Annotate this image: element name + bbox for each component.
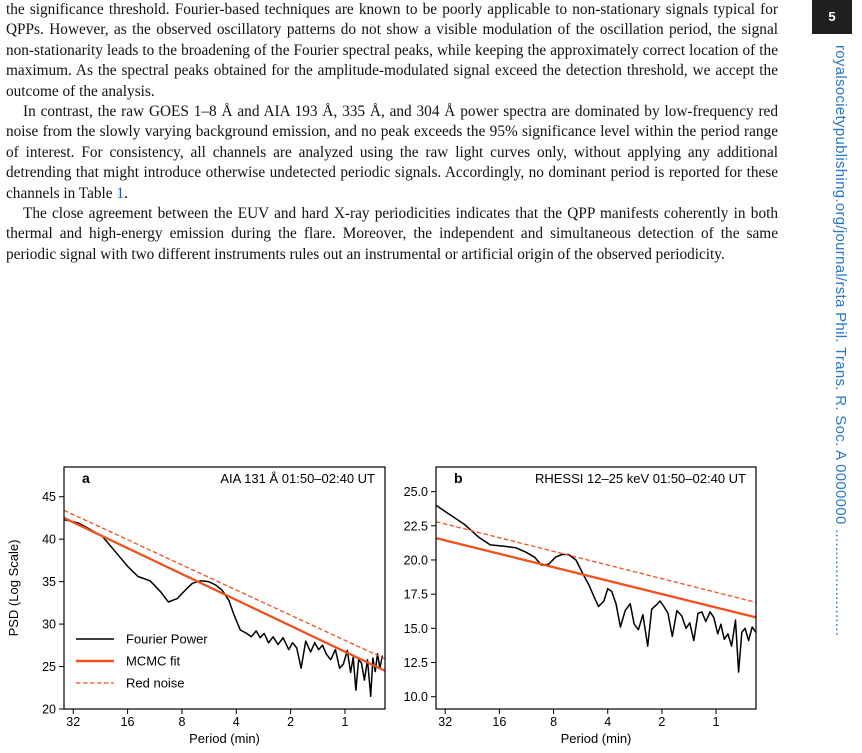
panel-a-x-tick-label-32: 32: [66, 715, 80, 729]
paragraph-2-text: In contrast, the raw GOES 1–8 Å and AIA …: [6, 103, 778, 202]
panel-a-x-tick-label-1: 1: [341, 715, 348, 729]
panel-b-series-mcmc-fit: [435, 536, 757, 619]
panel-a-series-mcmc-fit: [63, 516, 386, 672]
panel-b-x-tick-label-32: 32: [438, 715, 452, 729]
panel-b-x-axis-label: Period (min): [561, 731, 632, 746]
paragraph-1: the significance threshold. Fourier-base…: [6, 1, 778, 100]
panel-a-letter: a: [82, 470, 90, 486]
paragraph-2-end: .: [124, 184, 128, 202]
panel-b-x-tick-label-16: 16: [492, 715, 506, 729]
panel-b-x-tick-label-2: 2: [658, 715, 665, 729]
panel-b-y-tick-label-12.5: 12.5: [404, 656, 428, 670]
panel-b-x-tick-label-4: 4: [604, 715, 611, 729]
panel-a-y-tick-label-30: 30: [42, 618, 56, 632]
panel-b-y-tick-label-20: 20.0: [404, 553, 428, 567]
panel-a-y-tick-label-40: 40: [42, 533, 56, 547]
body-text: the significance threshold. Fourier-base…: [6, 0, 778, 265]
paragraph-2: In contrast, the raw GOES 1–8 Å and AIA …: [6, 102, 778, 204]
panel-a-x-tick-label-8: 8: [178, 715, 185, 729]
panel-b-x-tick-label-8: 8: [550, 715, 557, 729]
panel-a-title: AIA 131 Å 01:50–02:40 UT: [220, 471, 375, 486]
panel-a-x-tick-label-4: 4: [233, 715, 240, 729]
page-number: 5: [812, 0, 852, 34]
panel-a-legend-label-mcmc-fit: MCMC fit: [126, 654, 181, 669]
panel-a-frame: [63, 466, 386, 710]
figure: 32 16 8 4 2 1 20 25 30 35 40 45 a AIA 131 Å 01:50–02:…: [6, 466, 757, 746]
panel-b-y-tick-label-10: 10.0: [404, 690, 428, 704]
journal-sidebar-dots: ........................: [832, 529, 849, 637]
panel-a-series-red-noise: [63, 509, 386, 660]
paragraph-3: The close agreement between the EUV and …: [6, 205, 778, 263]
panel-a-y-tick-label-20: 20: [42, 703, 56, 717]
panel-b-y-tick-label-15: 15.0: [404, 622, 428, 636]
panel-a-legend-label-fourier-power: Fourier Power: [126, 632, 208, 647]
panel-a-x-axis-label: Period (min): [189, 731, 260, 746]
journal-sidebar-text: royalsocietypublishing.org/journal/rsta …: [832, 45, 849, 525]
panel-b-letter: b: [454, 470, 463, 486]
panel-a-x-tick-label-2: 2: [287, 715, 294, 729]
panel-a-legend-label-red-noise: Red noise: [126, 676, 185, 691]
panel-a-y-tick-label-25: 25: [42, 660, 56, 674]
panel-b-y-tick-label-22.5: 22.5: [404, 519, 428, 533]
panel-a-y-tick-label-35: 35: [42, 575, 56, 589]
panel-b-y-tick-label-25: 25.0: [404, 485, 428, 499]
table-reference-link[interactable]: 1: [116, 184, 125, 202]
panel-a-series-fourier-power: [63, 518, 384, 698]
panel-b-series-fourier-power: [435, 504, 757, 673]
panel-a-y-axis-label: PSD (Log Scale): [6, 540, 21, 637]
journal-sidebar[interactable]: royalsocietypublishing.org/journal/rsta …: [832, 45, 849, 636]
panel-b-title: RHESSI 12–25 keV 01:50–02:40 UT: [535, 471, 746, 486]
panel-b-y-tick-label-17.5: 17.5: [404, 588, 428, 602]
panel-a-x-tick-label-16: 16: [121, 715, 135, 729]
panel-b-series-red-noise: [435, 521, 757, 604]
panel-a-y-tick-label-45: 45: [42, 490, 56, 504]
panel-b-frame: [435, 466, 757, 710]
panel-b-x-tick-label-1: 1: [713, 715, 720, 729]
